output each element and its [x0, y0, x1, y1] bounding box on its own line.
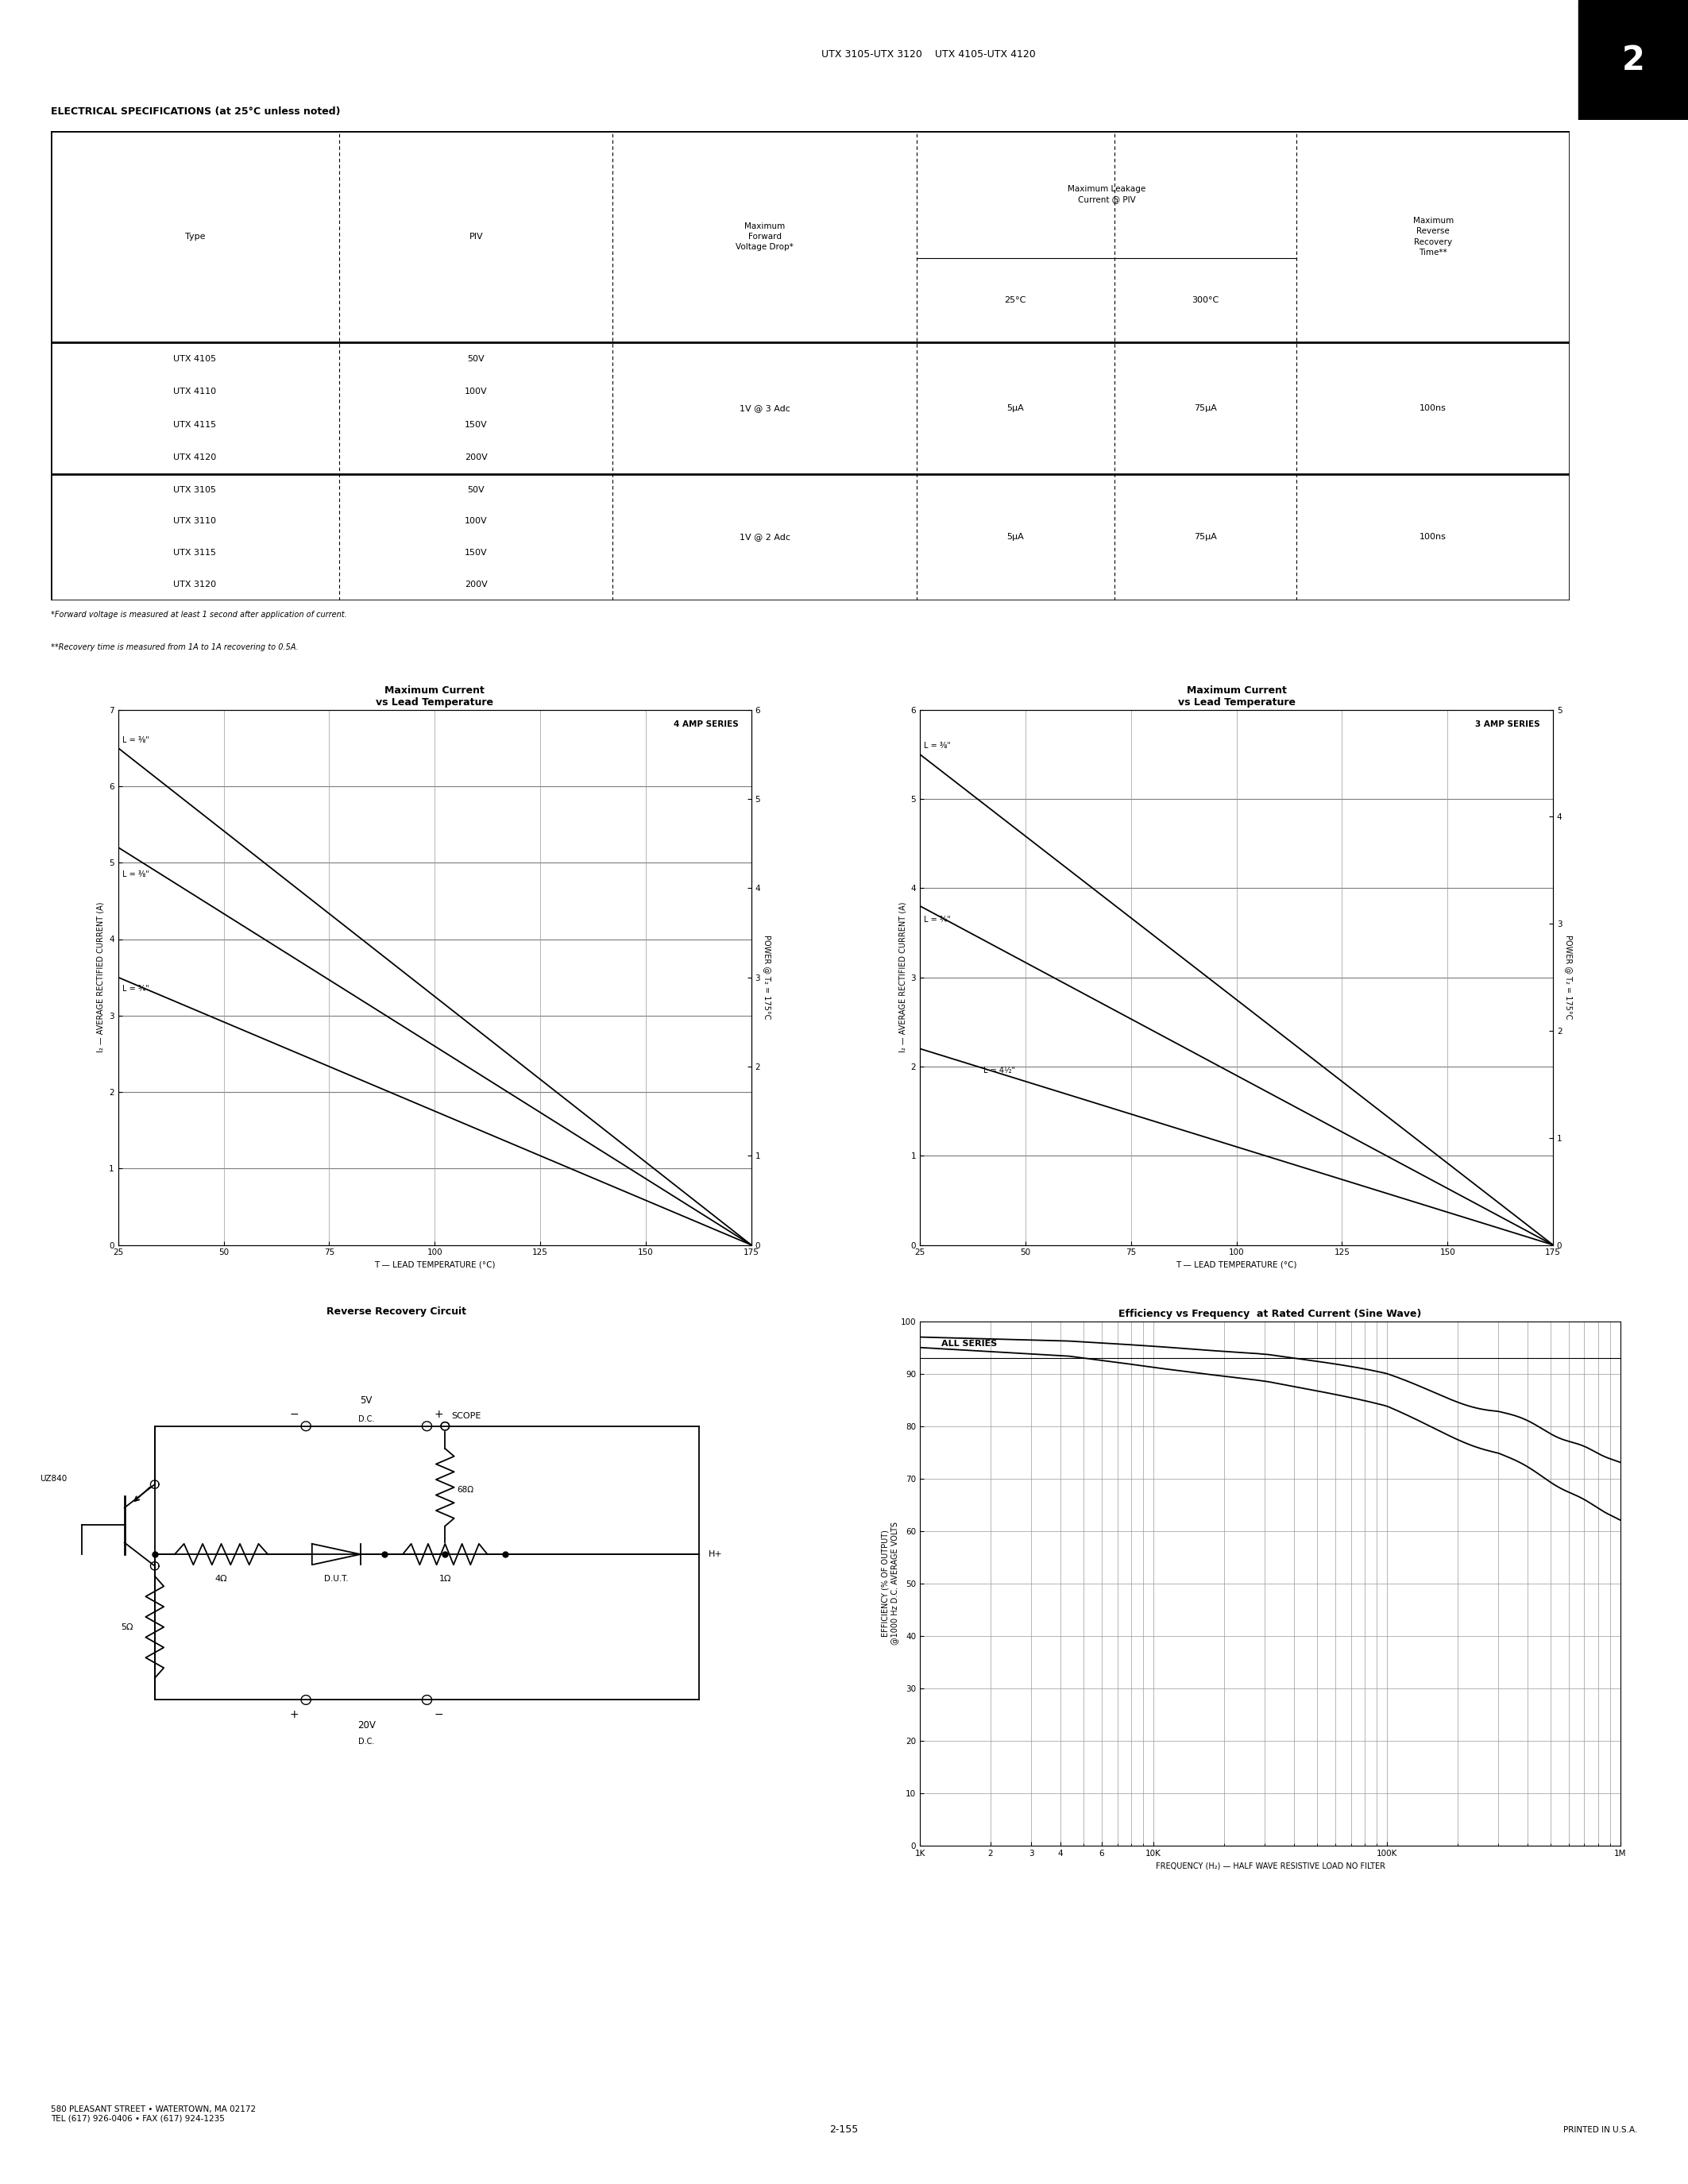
Text: L = ⅜": L = ⅜"	[122, 736, 149, 745]
Text: Maximum
Reverse
Recovery
Time**: Maximum Reverse Recovery Time**	[1413, 216, 1453, 256]
Text: 20V: 20V	[358, 1721, 375, 1730]
Text: L = ⅜": L = ⅜"	[925, 743, 950, 749]
Text: ALL SERIES: ALL SERIES	[940, 1339, 998, 1348]
Y-axis label: POWER @ T₂ = 175°C: POWER @ T₂ = 175°C	[1565, 935, 1573, 1020]
Bar	[1578, 0, 1688, 120]
Text: 150V: 150V	[464, 422, 488, 428]
Text: D.U.T.: D.U.T.	[324, 1575, 348, 1583]
Text: +: +	[289, 1708, 299, 1721]
Text: 75μA: 75μA	[1193, 533, 1217, 542]
Text: PIV: PIV	[469, 234, 483, 240]
Text: 580 PLEASANT STREET • WATERTOWN, MA 02172
TEL (617) 926-0406 • FAX (617) 924-123: 580 PLEASANT STREET • WATERTOWN, MA 0217…	[51, 2105, 255, 2123]
Text: UTX 4110: UTX 4110	[174, 389, 216, 395]
Text: SCOPE: SCOPE	[451, 1413, 481, 1420]
Text: 5Ω: 5Ω	[122, 1623, 133, 1631]
Text: UTX 4120: UTX 4120	[174, 454, 216, 461]
Text: 100ns: 100ns	[1420, 533, 1447, 542]
Text: 1V @ 3 Adc: 1V @ 3 Adc	[739, 404, 790, 413]
Text: UTX 3105-UTX 3120    UTX 4105-UTX 4120: UTX 3105-UTX 3120 UTX 4105-UTX 4120	[822, 48, 1035, 59]
Text: UTX 4115: UTX 4115	[174, 422, 216, 428]
Text: 5μA: 5μA	[1006, 533, 1025, 542]
Text: UTX 4105: UTX 4105	[174, 354, 216, 363]
Title: Reverse Recovery Circuit: Reverse Recovery Circuit	[327, 1306, 466, 1317]
Text: 50V: 50V	[468, 354, 484, 363]
Text: L = 4½": L = 4½"	[982, 1066, 1014, 1075]
Text: 100ns: 100ns	[1420, 404, 1447, 413]
Title: Efficiency vs Frequency  at Rated Current (Sine Wave): Efficiency vs Frequency at Rated Current…	[1119, 1308, 1421, 1319]
Text: UTX 3105: UTX 3105	[174, 485, 216, 494]
Text: 4 AMP SERIES: 4 AMP SERIES	[674, 721, 739, 729]
Text: 75μA: 75μA	[1193, 404, 1217, 413]
Text: L = ⅜": L = ⅜"	[122, 869, 149, 878]
Text: L = ¾": L = ¾"	[925, 915, 950, 924]
Text: 5V: 5V	[360, 1396, 373, 1406]
Text: 1Ω: 1Ω	[439, 1575, 451, 1583]
Text: UTX 3110: UTX 3110	[174, 518, 216, 526]
Y-axis label: POWER @ T₂ = 175°C: POWER @ T₂ = 175°C	[763, 935, 771, 1020]
Y-axis label: EFFICIENCY (% OF OUTPUT)
@1000 Hz D.C. AVERAGE VOLTS: EFFICIENCY (% OF OUTPUT) @1000 Hz D.C. A…	[881, 1522, 898, 1645]
Text: 5μA: 5μA	[1006, 404, 1025, 413]
Text: 100V: 100V	[464, 389, 488, 395]
Text: 4Ω: 4Ω	[214, 1575, 228, 1583]
Text: −: −	[434, 1708, 444, 1721]
Text: 50V: 50V	[468, 485, 484, 494]
Text: D.C.: D.C.	[358, 1415, 375, 1424]
Text: D.C.: D.C.	[358, 1738, 375, 1745]
X-axis label: FREQUENCY (H₂) — HALF WAVE RESISTIVE LOAD NO FILTER: FREQUENCY (H₂) — HALF WAVE RESISTIVE LOA…	[1155, 1861, 1384, 1870]
Text: −: −	[289, 1409, 299, 1420]
Text: 2: 2	[1622, 44, 1644, 76]
Title: Maximum Current
vs Lead Temperature: Maximum Current vs Lead Temperature	[1178, 686, 1295, 708]
X-axis label: T — LEAD TEMPERATURE (°C): T — LEAD TEMPERATURE (°C)	[375, 1260, 495, 1269]
Text: 200V: 200V	[464, 454, 488, 461]
Text: Maximum Leakage
Current @ PIV: Maximum Leakage Current @ PIV	[1067, 186, 1146, 203]
X-axis label: T — LEAD TEMPERATURE (°C): T — LEAD TEMPERATURE (°C)	[1177, 1260, 1296, 1269]
Text: 25°C: 25°C	[1004, 297, 1026, 304]
Text: 200V: 200V	[464, 581, 488, 590]
Text: +: +	[434, 1409, 444, 1420]
Text: UZ840: UZ840	[41, 1474, 68, 1483]
Y-axis label: I₂ — AVERAGE RECTIFIED CURRENT (A): I₂ — AVERAGE RECTIFIED CURRENT (A)	[96, 902, 105, 1053]
Text: H+: H+	[709, 1551, 722, 1557]
Text: 2-155: 2-155	[829, 2125, 859, 2136]
Text: UTX 3115: UTX 3115	[174, 548, 216, 557]
Text: 100V: 100V	[464, 518, 488, 526]
Text: L = ¾": L = ¾"	[122, 985, 149, 992]
Title: Maximum Current
vs Lead Temperature: Maximum Current vs Lead Temperature	[376, 686, 493, 708]
Text: **Recovery time is measured from 1A to 1A recovering to 0.5A.: **Recovery time is measured from 1A to 1…	[51, 644, 299, 651]
Y-axis label: I₂ — AVERAGE RECTIFIED CURRENT (A): I₂ — AVERAGE RECTIFIED CURRENT (A)	[898, 902, 906, 1053]
Text: 300°C: 300°C	[1192, 297, 1219, 304]
Text: ELECTRICAL SPECIFICATIONS (at 25°C unless noted): ELECTRICAL SPECIFICATIONS (at 25°C unles…	[51, 107, 341, 118]
Text: 150V: 150V	[464, 548, 488, 557]
Text: Maximum
Forward
Voltage Drop*: Maximum Forward Voltage Drop*	[736, 223, 793, 251]
Text: PRINTED IN U.S.A.: PRINTED IN U.S.A.	[1563, 2125, 1637, 2134]
Text: UTX 3120: UTX 3120	[174, 581, 216, 590]
Text: 68Ω: 68Ω	[457, 1487, 474, 1494]
Text: *Forward voltage is measured at least 1 second after application of current.: *Forward voltage is measured at least 1 …	[51, 612, 346, 618]
Text: 1V @ 2 Adc: 1V @ 2 Adc	[739, 533, 790, 542]
Text: Type: Type	[186, 234, 206, 240]
Text: 3 AMP SERIES: 3 AMP SERIES	[1475, 721, 1539, 729]
